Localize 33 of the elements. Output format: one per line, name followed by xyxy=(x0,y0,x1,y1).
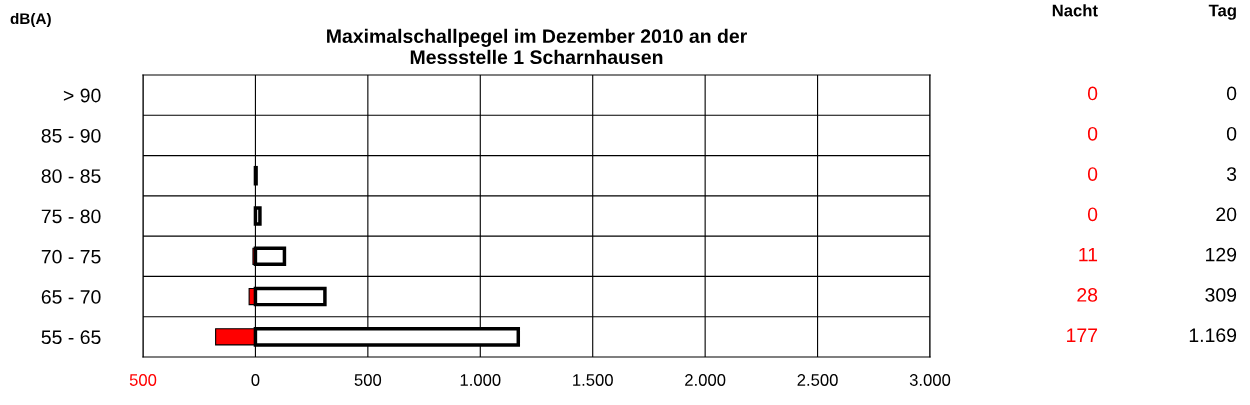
x-tick-label: 3.000 xyxy=(909,374,951,386)
x-tick-label: 500 xyxy=(129,374,157,386)
x-tick-label: 2.500 xyxy=(797,374,838,386)
x-tick-label: 1.000 xyxy=(460,374,501,386)
y-axis-title: dB(A) xyxy=(10,12,51,28)
data-label: 1.169 xyxy=(1189,328,1237,343)
y-tick-label: 70 - 75 xyxy=(41,249,101,264)
data-label: 0 xyxy=(1087,126,1098,141)
data-label: 11 xyxy=(1079,247,1098,262)
data-label: 129 xyxy=(1206,247,1237,262)
chart-title: Maximalschallpegel im Dezember 2010 an der Messstelle 1 Scharnhausen xyxy=(327,28,747,65)
x-tick-label: 0 xyxy=(251,374,260,386)
x-tick-label: 500 xyxy=(354,374,382,386)
data-label: 0 xyxy=(1087,86,1098,101)
text: Tag xyxy=(1208,4,1236,20)
y-tick-label: > 90 xyxy=(63,88,101,103)
data-label: 28 xyxy=(1077,288,1098,302)
y-tick-label: 85 - 90 xyxy=(41,128,101,143)
data-label: 20 xyxy=(1216,207,1237,222)
data-label: 177 xyxy=(1067,328,1098,342)
x-tick-label: 1.500 xyxy=(573,374,613,386)
data-label: 0 xyxy=(1087,207,1098,222)
y-tick-label: 55 - 65 xyxy=(41,330,101,345)
x-tick-label: 2.000 xyxy=(685,374,726,386)
data-label: 309 xyxy=(1205,288,1237,302)
data-label: 0 xyxy=(1226,86,1237,101)
data-label: 0 xyxy=(1087,167,1098,181)
data-label: 3 xyxy=(1226,167,1237,181)
data-label: 0 xyxy=(1226,126,1237,141)
y-tick-label: 75 - 80 xyxy=(41,209,101,224)
y-tick-label: 65 - 70 xyxy=(41,290,101,304)
y-tick-label: 80 - 85 xyxy=(41,169,101,183)
text: Nacht xyxy=(1052,4,1098,17)
